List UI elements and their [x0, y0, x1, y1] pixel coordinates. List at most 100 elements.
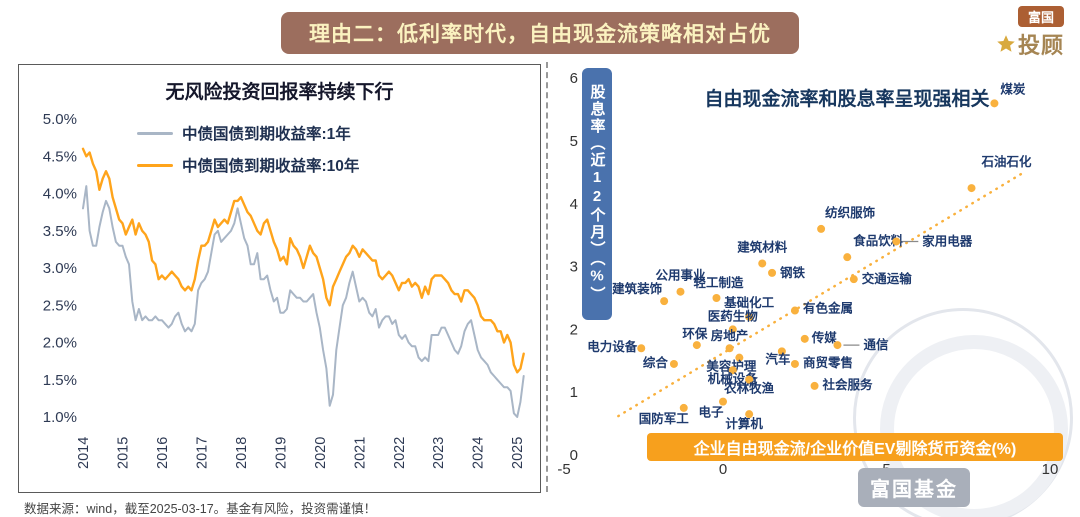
y-tick-label: 4	[570, 196, 578, 213]
star-icon	[997, 35, 1015, 52]
y-tick-label: 4.0%	[43, 186, 77, 203]
scatter-point-label: 电力设备	[587, 339, 638, 354]
x-tick-label: 2025	[510, 437, 526, 469]
scatter-point	[810, 381, 819, 390]
scatter-point-label: 建筑材料	[737, 239, 788, 254]
watermark-fund-badge: 富国基金	[858, 468, 970, 507]
scatter-point-label: 交通运输	[862, 271, 913, 286]
scatter-point	[892, 237, 901, 246]
scatter-point-label: 纺织服饰	[825, 205, 876, 220]
legend-item: 中债国债到期收益率:10年	[137, 149, 359, 181]
line-chart-panel: 5.0% 4.5% 4.0% 3.5% 3.0% 2.5% 2.0% 1.5% 1.0% 2014…	[18, 64, 541, 493]
scatter-point	[735, 353, 744, 362]
scatter-point	[849, 275, 858, 284]
scatter-point	[990, 99, 999, 108]
scatter-point-label: 社会服务	[822, 377, 874, 392]
scatter-point-label: 机械设备	[708, 371, 759, 386]
scatter-point	[669, 359, 678, 368]
scatter-point	[712, 294, 721, 302]
scatter-point-label: 商贸零售	[803, 355, 853, 370]
scatter-point-label: 农林牧渔	[723, 381, 775, 396]
x-tick-label: 2023	[431, 437, 447, 469]
scatter-point-label: 美容护理	[706, 359, 757, 374]
scatter-point-label: 食品饮料	[852, 233, 904, 248]
y-tick-label: 2.0%	[43, 335, 77, 352]
scatter-point	[676, 287, 685, 296]
scatter-point-label: 轻工制造	[693, 275, 744, 290]
scatter-point-label: 汽车	[765, 351, 791, 366]
line-chart: 5.0% 4.5% 4.0% 3.5% 3.0% 2.5% 2.0% 1.5% 1.0% 2014…	[43, 111, 526, 469]
y-tick-label: 3.5%	[43, 223, 77, 240]
scatter-point	[660, 297, 669, 306]
scatter-point-label: 环保	[682, 326, 708, 341]
scatter-point-label: 国防军工	[639, 411, 690, 426]
x-tick-label: -5	[557, 461, 570, 478]
scatter-point	[692, 341, 701, 350]
scatter-chart: 6543210-50510煤炭石油石化纺织服饰食品饮料家用电器建筑材料钢铁交通运…	[557, 70, 1059, 478]
y-tick-label: 2.5%	[43, 297, 77, 314]
scatter-point-label: 煤炭	[1000, 81, 1026, 96]
series-line	[82, 185, 525, 418]
scatter-point-label: 传媒	[811, 330, 838, 345]
scatter-point	[790, 359, 799, 368]
x-tick-label: 2016	[155, 437, 171, 469]
watermark-circle-icon	[853, 308, 1073, 517]
scatter-point	[745, 312, 754, 321]
scatter-point-label: 综合	[643, 355, 669, 370]
x-tick-label: 2022	[392, 437, 408, 469]
y-tick-label: 5	[570, 133, 578, 150]
scatter-point	[790, 306, 799, 315]
scatter-point	[777, 347, 786, 356]
scatter-point	[768, 268, 777, 277]
y-tick-label: 3.0%	[43, 260, 77, 277]
legend-item: 中债国债到期收益率:1年	[137, 117, 359, 149]
x-tick-label: 2020	[313, 437, 329, 469]
scatter-title: 自由现金流率和股息率呈现强相关	[704, 89, 990, 110]
line-chart-legend: 中债国债到期收益率:1年 中债国债到期收益率:10年	[137, 117, 359, 181]
scatter-point	[758, 259, 767, 268]
series-line	[81, 147, 525, 374]
scatter-point-label: 有色金属	[803, 301, 853, 316]
scatter-point	[719, 397, 727, 406]
line-chart-title: 无风险投资回报率持续下行	[165, 82, 394, 103]
scatter-point	[728, 325, 737, 334]
legend-label: 中债国债到期收益率:1年	[182, 126, 351, 143]
scatter-point-label: 钢铁	[780, 265, 806, 280]
y-tick-label: 6	[570, 70, 578, 87]
y-tick-label: 4.5%	[43, 148, 77, 165]
scatter-point-label: 医药生物	[708, 308, 759, 323]
y-tick-label: 1	[570, 384, 578, 401]
scatter-point	[745, 375, 754, 384]
scatter-point	[833, 341, 842, 350]
slide-title: 理由二：低利率时代，自由现金流策略相对占优	[309, 23, 771, 46]
scatter-point-label: 基础化工	[723, 295, 775, 310]
brand-logo: 富国 投顾	[996, 6, 1064, 60]
scatter-point-label: 家用电器	[922, 233, 973, 248]
legend-label: 中债国债到期收益率:10年	[182, 158, 360, 175]
scatter-point	[725, 344, 734, 353]
x-tick-label: 2015	[115, 437, 131, 469]
scatter-panel: 6543210-50510煤炭石油石化纺织服饰食品饮料家用电器建筑材料钢铁交通运…	[552, 60, 1066, 492]
x-tick-label: 2024	[471, 437, 487, 469]
scatter-point	[800, 334, 809, 343]
scatter-point-label: 计算机	[725, 416, 763, 431]
scatter-point-label: 石油石化	[981, 154, 1033, 169]
y-tick-label: 1.5%	[43, 372, 77, 389]
panel-divider	[546, 62, 548, 492]
scatter-point-label: 电子	[698, 405, 724, 420]
scatter-point	[745, 410, 754, 419]
scatter-point	[843, 253, 852, 262]
legend-line-swatch	[137, 163, 173, 167]
scatter-point	[967, 184, 976, 193]
brand-name: 投顾	[1017, 33, 1064, 58]
brand-badge: 富国	[1017, 6, 1064, 27]
scatter-point	[728, 366, 737, 375]
scatter-point	[817, 224, 826, 233]
x-tick-label: 2021	[352, 437, 368, 469]
x-tick-label: 2019	[273, 437, 289, 469]
x-tick-label: 10	[1042, 461, 1059, 478]
y-tick-label: 0	[570, 447, 578, 464]
scatter-point	[637, 344, 646, 353]
legend-line-swatch	[137, 131, 173, 135]
